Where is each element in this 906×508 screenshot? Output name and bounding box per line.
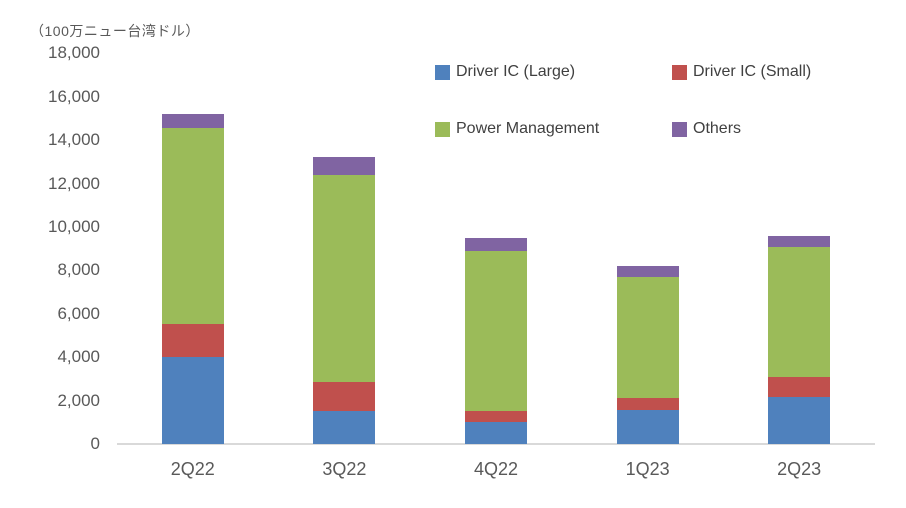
legend-item-power-management: Power Management [435, 119, 599, 139]
y-axis-label: 8,000 [57, 260, 100, 280]
bar-1Q23 [616, 266, 679, 444]
x-axis-label: 2Q22 [170, 459, 215, 479]
bar-segment-others [768, 235, 831, 247]
y-axis-label: 14,000 [48, 130, 100, 150]
x-axis-label: 3Q22 [322, 459, 367, 479]
x-axis-line [117, 443, 875, 445]
bar-3Q22 [313, 156, 376, 444]
legend-color-swatch-icon [672, 121, 687, 137]
y-axis-label: 10,000 [48, 217, 100, 236]
bar-segment-others [313, 156, 376, 175]
legend-color-swatch-icon [435, 64, 450, 80]
legend-color-swatch-icon [435, 121, 450, 137]
bar-segment-power-management [161, 128, 224, 324]
x-axis-label: 1Q23 [625, 459, 670, 479]
bar-segment-driver-ic-large- [768, 397, 831, 444]
bar-segment-driver-ic-large- [161, 357, 224, 444]
y-axis-label: 4,000 [57, 347, 100, 367]
bar-segment-driver-ic-small- [161, 323, 224, 358]
legend-label: Driver IC (Large) [456, 63, 576, 80]
bar-segment-driver-ic-small- [465, 411, 527, 423]
y-axis-label: 0 [90, 434, 100, 453]
bar-segment-power-management [465, 250, 527, 412]
y-axis-label: 18,000 [48, 43, 100, 63]
legend-color-swatch-icon [672, 64, 687, 80]
legend-item-others: Others [672, 119, 741, 139]
legend-label: Driver IC (Small) [693, 63, 812, 80]
x-axis-label: 2Q23 [777, 459, 822, 479]
bar-segment-power-management [313, 174, 376, 383]
bar-segment-power-management [768, 246, 831, 377]
y-axis-unit-label: （100万ニュー台湾ドル） [30, 23, 200, 39]
y-axis-label: 6,000 [57, 303, 100, 323]
bar-segment-driver-ic-small- [616, 398, 679, 411]
y-axis-label: 16,000 [48, 86, 100, 106]
bar-segment-driver-ic-small- [768, 376, 831, 398]
bar-segment-driver-ic-small- [313, 382, 376, 412]
bar-4Q22 [465, 237, 527, 444]
legend-item-driver-ic-large-: Driver IC (Large) [435, 62, 575, 82]
bar-segment-others [465, 237, 527, 251]
legend-item-driver-ic-small-: Driver IC (Small) [672, 62, 811, 82]
y-axis-label: 2,000 [57, 390, 100, 410]
legend-label: Others [693, 120, 742, 137]
legend-label: Power Management [456, 120, 600, 137]
bar-segment-others [161, 114, 224, 129]
bar-segment-driver-ic-large- [616, 410, 679, 444]
bar-2Q22 [161, 114, 224, 444]
bar-segment-others [616, 266, 679, 277]
bar-segment-driver-ic-large- [313, 411, 376, 444]
bar-segment-power-management [616, 276, 679, 399]
x-axis-label: 4Q22 [473, 459, 519, 479]
y-axis-label: 12,000 [48, 173, 100, 193]
bar-2Q23 [768, 235, 831, 444]
bar-segment-driver-ic-large- [465, 422, 527, 444]
